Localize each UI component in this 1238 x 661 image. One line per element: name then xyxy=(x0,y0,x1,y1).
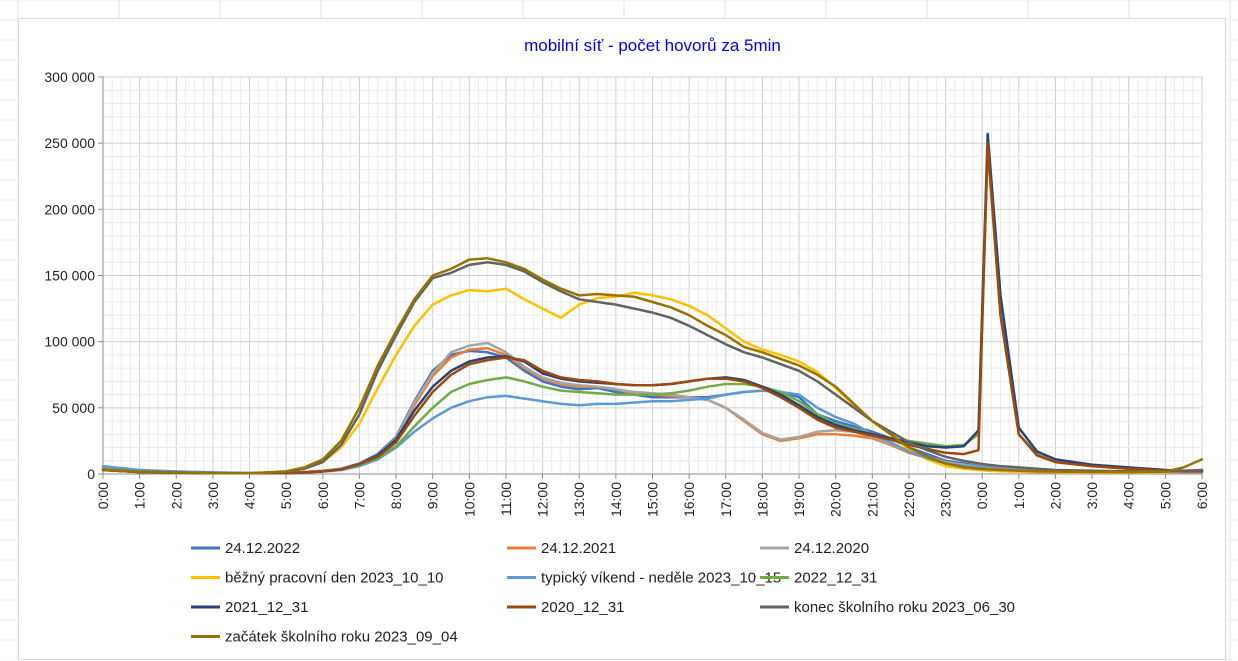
x-tick-label: 7:00 xyxy=(351,482,367,509)
x-tick-label: 19:00 xyxy=(791,482,807,517)
x-tick-label: 16:00 xyxy=(681,482,697,517)
series-line xyxy=(101,261,1204,475)
series-line xyxy=(101,287,1204,475)
y-tick-label: 200 000 xyxy=(44,201,95,217)
x-tick-label: 20:00 xyxy=(828,482,844,517)
x-tick-label: 13:00 xyxy=(571,482,587,517)
x-tick-label: 10:00 xyxy=(461,482,477,517)
axes: 0 50 000 100 000 150 000 200 000 250 000 300 0… xyxy=(44,69,1210,517)
line-chart: mobilní síť - počet hovorů za 5min 0 50 0… xyxy=(44,36,1210,646)
x-tick-label: 17:00 xyxy=(718,482,734,517)
x-tick-label: 15:00 xyxy=(645,482,661,517)
plot-gridlines xyxy=(102,76,1203,475)
legend-entry: 24.12.2020 xyxy=(794,540,869,557)
x-tick-label: 9:00 xyxy=(425,482,441,509)
x-tick-label: 4:00 xyxy=(242,482,258,509)
x-tick-label: 3:00 xyxy=(205,482,221,509)
y-tick-label: 100 000 xyxy=(44,334,95,350)
x-tick-label: 1:00 xyxy=(1011,482,1027,509)
chart-title: mobilní síť - počet hovorů za 5min xyxy=(524,36,781,55)
x-tick-label: 8:00 xyxy=(388,482,404,509)
x-tick-label: 23:00 xyxy=(938,482,954,517)
x-tick-label: 21:00 xyxy=(864,482,880,517)
x-tick-label: 4:00 xyxy=(1121,482,1137,509)
x-tick-label: 6:00 xyxy=(315,482,331,509)
y-tick-label: 250 000 xyxy=(44,135,95,151)
x-tick-label: 2:00 xyxy=(1047,482,1063,509)
chart-area: mobilní síť - počet hovorů za 5min 0 50 0… xyxy=(18,18,1226,660)
x-tick-label: 22:00 xyxy=(901,482,917,517)
legend-entry: 2020_12_31 xyxy=(541,599,624,616)
x-tick-label: 11:00 xyxy=(498,482,514,516)
legend-entry: běžný pracovní den 2023_10_10 xyxy=(225,570,444,587)
x-tick-label: 12:00 xyxy=(535,482,551,517)
x-tick-label: 1:00 xyxy=(132,482,148,509)
series-lines xyxy=(101,132,1204,475)
y-tick-label: 150 000 xyxy=(44,268,95,284)
x-tick-label: 6:00 xyxy=(1194,482,1210,509)
series-line xyxy=(101,257,1204,475)
series-line xyxy=(101,141,1204,475)
legend-entry: 2022_12_31 xyxy=(794,570,877,587)
x-tick-label: 0:00 xyxy=(95,482,111,509)
legend-entry: 2021_12_31 xyxy=(225,599,308,616)
x-tick-label: 5:00 xyxy=(278,482,294,509)
legend-entry: začátek školního roku 2023_09_04 xyxy=(225,629,458,646)
legend-entry: 24.12.2021 xyxy=(541,540,616,557)
x-tick-label: 0:00 xyxy=(974,482,990,509)
x-tick-label: 5:00 xyxy=(1157,482,1173,509)
x-tick-label: 14:00 xyxy=(608,482,624,517)
x-tick-label: 18:00 xyxy=(754,482,770,517)
x-tick-label: 3:00 xyxy=(1084,482,1100,509)
legend-entry: 24.12.2022 xyxy=(225,540,300,557)
legend: 24.12.2022 24.12.2021 24.12.2020 běžný prac… xyxy=(191,540,1015,646)
y-tick-label: 0 xyxy=(87,466,95,482)
y-tick-label: 50 000 xyxy=(52,400,95,416)
y-tick-label: 300 000 xyxy=(44,69,95,85)
legend-entry: typický víkend - neděle 2023_10_15 xyxy=(541,570,781,587)
legend-entry: konec školního roku 2023_06_30 xyxy=(794,599,1015,616)
x-tick-label: 2:00 xyxy=(168,482,184,509)
